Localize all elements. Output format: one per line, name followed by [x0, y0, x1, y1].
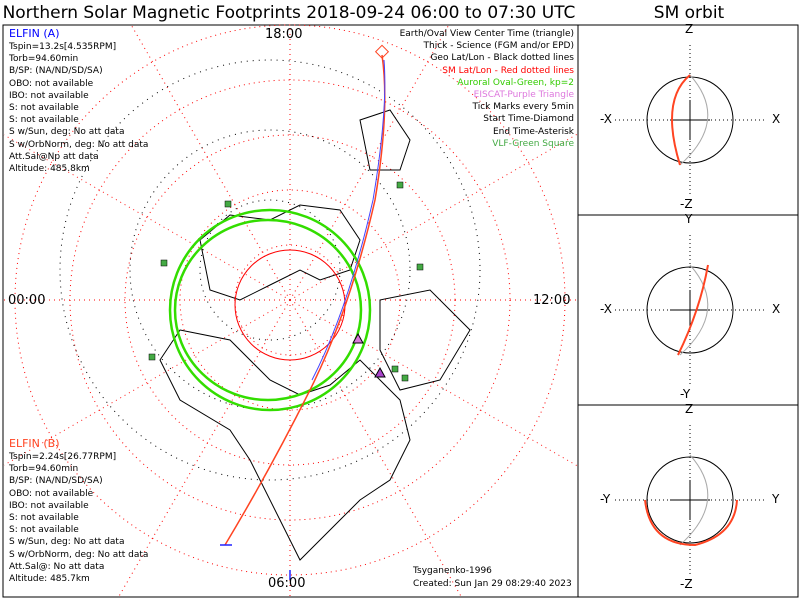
elfin-a-name: ELFIN (A)	[9, 27, 60, 40]
sm-lon-line	[289, 133, 578, 301]
sm-lon-line	[3, 299, 291, 466]
eiscat-triangle	[352, 332, 364, 344]
info-line: S: not available	[9, 513, 79, 524]
plot-title: Northern Solar Magnetic Footprints 2018-…	[2, 3, 576, 23]
info-line: B/SP: (NA/ND/SD/SA)	[9, 476, 103, 487]
sm-lon-line	[118, 299, 291, 597]
coastlines	[159, 109, 471, 561]
map-label-bottom: 06:00	[268, 576, 306, 591]
info-line: IBO: not available	[9, 90, 89, 101]
legend: Earth/Oval View Center Time (triangle) Th…	[400, 28, 574, 150]
orbit-path	[677, 264, 709, 356]
info-line: S w/OrbNorm, deg: No att data	[9, 549, 149, 560]
info-line: Altitude: 485.8km	[9, 164, 90, 175]
info-line: IBO: not available	[9, 500, 89, 511]
geo-lat-circle	[59, 59, 481, 481]
info-line: S: not available	[9, 103, 79, 114]
info-line: S: not available	[9, 115, 79, 126]
elfin-b-info: ELFIN (B) Tspin=2.24s[26.77RPM] Torb=94.6…	[9, 437, 148, 585]
sm-lon-line	[131, 25, 291, 301]
elfin-b-track	[224, 54, 386, 546]
end-marker	[220, 544, 291, 580]
legend-item: Tick Marks every 5min	[472, 102, 574, 113]
orbit-axis-label-bottom: -Z	[680, 197, 693, 211]
info-line: OBO: not available	[9, 78, 94, 89]
orbit-path	[671, 74, 691, 166]
orbit-axis-label-bottom: -Y	[680, 387, 691, 401]
map-label-top: 18:00	[265, 27, 303, 42]
credit: Tsyganenko-1996 Created: Sun Jan 29 08:2…	[413, 565, 572, 591]
orbit-axis-label-left: -X	[600, 302, 612, 316]
orbit-axis-label-right: X	[772, 112, 781, 126]
info-line: B/SP: (NA/ND/SD/SA)	[9, 66, 103, 77]
elfin-a-info: ELFIN (A) Tspin=13.2s[4.535RPM] Torb=94.6…	[9, 27, 148, 175]
orbit-axis-label-right: X	[772, 302, 781, 316]
info-line: Tspin=13.2s[4.535RPM]	[9, 42, 117, 52]
auroral-oval-inner	[173, 218, 363, 402]
orbit-path-back	[679, 264, 709, 356]
sm-lon-line	[289, 299, 462, 597]
info-line: Att.Sal@Np att data	[9, 151, 99, 162]
geo-grid	[59, 59, 481, 481]
created-time: Created: Sun Jan 29 08:29:40 2023	[413, 579, 572, 589]
orbit-plots	[615, 45, 765, 575]
info-line: S w/Sun, deg: No att data	[9, 537, 125, 548]
info-line: S w/Sun, deg: No att data	[9, 127, 125, 138]
elfin-a-track	[311, 59, 386, 381]
legend-item: Start Time-Diamond	[483, 114, 574, 125]
map-label-right: 12:00	[533, 293, 571, 308]
orbit-axis-label-top: Z	[685, 402, 694, 416]
sm-lon-line	[3, 134, 291, 301]
info-line: S: not available	[9, 525, 79, 536]
orbit-path-back	[679, 454, 709, 546]
info-line: OBO: not available	[9, 488, 94, 499]
legend-item: End Time-Asterisk	[492, 126, 574, 137]
elfin-b-name: ELFIN (B)	[9, 437, 60, 450]
legend-item: Geo Lat/Lon - Black dotted lines	[430, 53, 574, 64]
legend-item: SM Lat/Lon - Red dotted lines	[442, 65, 574, 76]
legend-item: Thick - Science (FGM and/or EPD)	[423, 41, 574, 52]
legend-item: Auroral Oval-Green, kp=2	[457, 77, 574, 88]
start-diamond	[374, 44, 390, 59]
info-line: Altitude: 485.7km	[9, 574, 90, 585]
orbit-frame	[577, 24, 799, 598]
orbit-axis-label-right: Y	[772, 492, 780, 506]
orbit-axis-label-top: Z	[685, 22, 694, 36]
map-label-left: 00:00	[8, 293, 46, 308]
orbit-title: SM orbit	[653, 3, 725, 23]
info-line: Torb=94.60min	[9, 464, 79, 475]
info-line: Tspin=2.24s[26.77RPM]	[9, 452, 117, 462]
orbit-axis-label-left: -X	[600, 112, 612, 126]
info-line: S w/OrbNorm, deg: No att data	[9, 139, 149, 150]
orbit-axis-label-bottom: -Z	[680, 577, 693, 591]
eiscat-triangle	[374, 366, 386, 378]
geo-lat-circle	[199, 199, 341, 341]
orbit-path-back	[679, 74, 709, 166]
info-line: Torb=94.60min	[9, 54, 79, 65]
orbit-axis-label-top: Y	[685, 212, 693, 226]
model-name: Tsyganenko-1996	[413, 566, 492, 576]
info-line: Att.Sal@: No att data	[9, 561, 105, 572]
auroral-oval-outer	[168, 208, 372, 412]
legend-item: Earth/Oval View Center Time (triangle)	[399, 29, 574, 39]
orbit-path	[644, 499, 738, 547]
legend-item: VLF-Green Square	[492, 138, 574, 149]
orbit-axis-label-left: -Y	[600, 492, 611, 506]
legend-item: EISCAT-Purple Triangle	[473, 90, 574, 101]
vlf-squares	[148, 181, 424, 382]
geo-lat-circle	[129, 129, 411, 411]
